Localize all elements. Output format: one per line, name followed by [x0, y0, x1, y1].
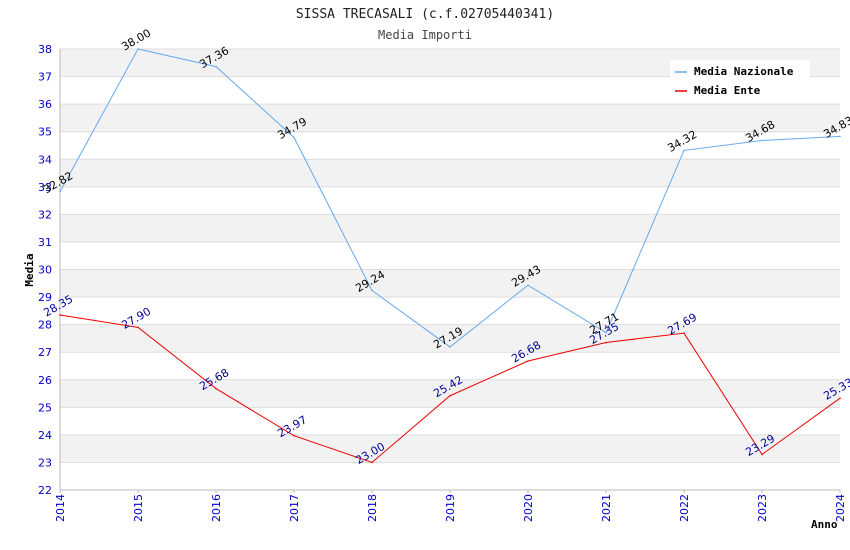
y-tick-label: 29	[38, 291, 52, 304]
data-point	[293, 434, 295, 437]
x-tick-label: 2016	[210, 494, 223, 522]
data-point	[137, 326, 139, 329]
grid-band	[60, 434, 840, 463]
legend-label-ente: Media Ente	[694, 84, 761, 97]
data-point	[605, 341, 607, 344]
data-point	[761, 453, 763, 456]
x-tick-label: 2015	[132, 494, 145, 522]
y-tick-label: 37	[38, 71, 52, 84]
y-tick-label: 32	[38, 208, 52, 221]
legend-box	[670, 60, 810, 102]
data-point	[527, 360, 529, 362]
x-tick-label: 2017	[288, 494, 301, 522]
x-tick-label: 2019	[444, 494, 457, 522]
y-tick-labels: 22 23 24 25 26 27 28 29 30 31 32 33 34 35 36 37 38	[38, 43, 52, 497]
data-point	[839, 397, 841, 400]
y-tick-label: 36	[38, 98, 52, 111]
legend: Media Nazionale Media Ente	[670, 60, 810, 102]
data-point	[683, 149, 685, 152]
x-tick-label: 2022	[678, 494, 691, 522]
gridlines	[60, 48, 840, 491]
y-tick-label: 31	[38, 236, 52, 249]
data-point	[137, 48, 139, 50]
y-tick-label: 38	[38, 43, 52, 56]
y-tick-label: 34	[38, 153, 52, 166]
x-tick-label: 2020	[522, 494, 535, 522]
x-tick-labels: 2014 2015 2016 2017 2018 2019 2020 2021 2022 2023…	[54, 494, 847, 522]
y-tick-label: 26	[38, 374, 52, 387]
y-tick-label: 24	[38, 429, 52, 442]
data-point	[761, 139, 763, 142]
grid-band	[60, 379, 840, 408]
data-point	[371, 461, 373, 464]
y-tick-label: 30	[38, 264, 52, 277]
y-tick-label: 28	[38, 319, 52, 332]
axes	[59, 49, 841, 493]
x-tick-label: 2024	[834, 494, 847, 522]
grid-bands	[60, 49, 840, 463]
data-point	[371, 289, 373, 292]
data-point	[683, 332, 685, 334]
x-tick-label: 2018	[366, 494, 379, 522]
y-tick-label: 35	[38, 126, 52, 139]
data-point	[839, 135, 841, 138]
chart-title: SISSA TRECASALI (c.f.02705440341)	[296, 7, 554, 22]
y-tick-label: 27	[38, 346, 52, 359]
y-tick-label: 33	[38, 181, 52, 194]
grid-band	[60, 104, 840, 132]
x-tick-label: 2021	[600, 494, 613, 522]
data-label: 32.82	[41, 169, 75, 196]
data-point	[215, 387, 217, 390]
data-point	[215, 65, 217, 68]
y-tick-label: 25	[38, 401, 52, 414]
data-point	[527, 284, 529, 287]
grid-band	[60, 214, 840, 242]
data-point	[449, 394, 451, 397]
grid-band	[60, 269, 840, 298]
chart-subtitle: Media Importi	[378, 28, 472, 42]
data-point	[449, 346, 451, 348]
legend-label-nazionale: Media Nazionale	[694, 65, 794, 78]
series-group	[59, 48, 841, 464]
data-point	[59, 190, 61, 193]
x-axis-label: Anno	[811, 518, 838, 531]
data-point	[59, 314, 61, 316]
x-tick-label: 2023	[756, 494, 769, 522]
y-tick-label: 22	[38, 484, 52, 497]
y-tick-label: 23	[38, 456, 52, 469]
x-tick-label: 2014	[54, 494, 67, 522]
data-point	[293, 136, 295, 139]
y-axis-label: Media	[23, 253, 36, 286]
grid-band	[60, 159, 840, 187]
data-point	[605, 331, 607, 334]
